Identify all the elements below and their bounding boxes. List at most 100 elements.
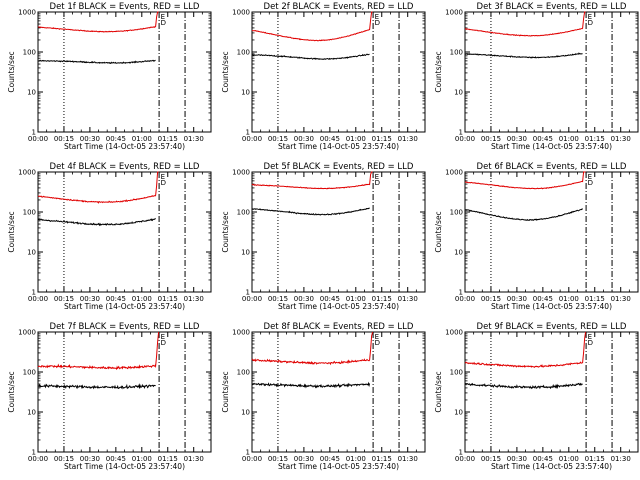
y-axis-label: Counts/sec [7,211,16,252]
x-tick-label: 00:45 [320,455,340,463]
y-tick-label: 10 [27,89,36,97]
x-tick-label: 01:00 [346,135,366,143]
x-tick-label: 01:00 [559,135,579,143]
x-tick-label: 01:00 [132,295,152,303]
panel-title: Det 4f BLACK = Events, RED = LLD [50,162,200,172]
y-tick-label: 1000 [18,329,36,337]
x-tick-label: 01:15 [158,135,178,143]
x-tick-label: 01:00 [346,455,366,463]
y-tick-label: 1000 [232,329,250,337]
series-events-line [464,382,583,390]
series-events-line [37,59,156,65]
panel-title: Det 1f BLACK = Events, RED = LLD [50,2,200,12]
x-axis-label: Start Time (14-Oct-05 23:57:40) [278,302,399,311]
x-tick-label: 00:30 [80,455,100,463]
event-flag-label-2: D [588,339,593,347]
series-lld-line [37,11,159,33]
x-tick-label: 01:15 [372,295,392,303]
event-flag-label: E [588,13,592,21]
y-tick-label: 100 [23,209,36,217]
x-tick-label: 00:00 [455,455,475,463]
panel-det-2: Det 2f BLACK = Events, RED = LLD 1 10 100 10… [221,2,426,151]
series-lld-line [251,11,373,42]
x-tick-label: 00:30 [507,135,527,143]
x-axis-label: Start Time (14-Oct-05 23:57:40) [64,462,185,471]
event-flag-label: E [161,333,165,341]
panel-det-6: Det 6f BLACK = Events, RED = LLD 1 10 100 10… [434,162,639,311]
event-flag-label: E [375,13,379,21]
panel-det-7: Det 7f BLACK = Events, RED = LLD 1 10 100 10… [7,322,212,471]
x-tick-label: 01:30 [398,135,418,143]
y-tick-label: 100 [237,369,250,377]
x-tick-label: 01:15 [372,135,392,143]
y-tick-label: 10 [241,249,250,257]
y-tick-label: 1000 [232,169,250,177]
x-tick-label: 00:30 [294,135,314,143]
y-tick-label: 1 [246,449,250,457]
y-tick-label: 10 [454,409,463,417]
y-axis-label: Counts/sec [434,211,443,252]
x-tick-label: 00:00 [455,295,475,303]
y-tick-label: 1 [32,449,36,457]
event-flag-label-2: D [588,179,593,187]
series-events-line [251,381,371,389]
event-flag-label: E [375,333,379,341]
x-tick-label: 00:30 [507,455,527,463]
x-tick-label: 00:00 [242,455,262,463]
x-tick-label: 01:30 [398,455,418,463]
y-tick-label: 100 [450,369,463,377]
x-axis-label: Start Time (14-Oct-05 23:57:40) [64,302,185,311]
panel-title: Det 3f BLACK = Events, RED = LLD [477,2,627,12]
event-flag-label: E [588,333,592,341]
y-axis-label: Counts/sec [221,371,230,412]
x-tick-label: 01:30 [611,295,631,303]
y-tick-label: 100 [23,49,36,57]
x-tick-label: 00:00 [28,295,48,303]
series-events-line [252,207,370,216]
x-tick-label: 01:00 [132,135,152,143]
x-tick-label: 00:15 [268,295,288,303]
y-tick-label: 10 [241,89,250,97]
x-tick-label: 00:00 [28,455,48,463]
y-tick-label: 10 [27,409,36,417]
x-tick-label: 00:00 [242,135,262,143]
x-tick-label: 01:00 [559,295,579,303]
x-axis-label: Start Time (14-Oct-05 23:57:40) [278,462,399,471]
event-flag-label: E [588,173,592,181]
x-tick-label: 01:30 [398,295,418,303]
event-flag-label: E [161,173,165,181]
x-tick-label: 01:15 [372,455,392,463]
panel-title: Det 2f BLACK = Events, RED = LLD [264,2,414,12]
y-tick-label: 100 [450,209,463,217]
x-tick-label: 01:15 [158,455,178,463]
y-axis-label: Counts/sec [221,51,230,92]
panel-title: Det 6f BLACK = Events, RED = LLD [477,162,627,172]
x-tick-label: 01:30 [184,135,204,143]
event-flag-label: E [375,173,379,181]
series-lld-line [464,331,587,369]
y-tick-label: 100 [237,49,250,57]
x-tick-label: 00:15 [481,135,501,143]
series-lld-line [464,171,586,190]
x-tick-label: 00:45 [106,135,126,143]
x-axis-label: Start Time (14-Oct-05 23:57:40) [491,302,612,311]
x-axis-label: Start Time (14-Oct-05 23:57:40) [491,462,612,471]
event-flag-label-2: D [161,339,166,347]
series-events-line [464,208,583,221]
x-tick-label: 00:45 [106,455,126,463]
x-tick-label: 00:30 [80,135,100,143]
panel-det-4: Det 4f BLACK = Events, RED = LLD 1 10 100 10… [7,162,212,311]
x-tick-label: 00:30 [294,295,314,303]
x-tick-label: 01:15 [585,295,605,303]
x-tick-label: 01:30 [611,455,631,463]
x-tick-label: 01:30 [611,135,631,143]
x-tick-label: 00:15 [268,135,288,143]
x-axis-label: Start Time (14-Oct-05 23:57:40) [278,142,399,151]
x-tick-label: 01:30 [184,455,204,463]
y-tick-label: 1000 [18,9,36,17]
x-tick-label: 00:00 [455,135,475,143]
event-flag-label-2: D [375,19,380,27]
x-tick-label: 01:00 [559,455,579,463]
x-tick-label: 00:15 [268,455,288,463]
